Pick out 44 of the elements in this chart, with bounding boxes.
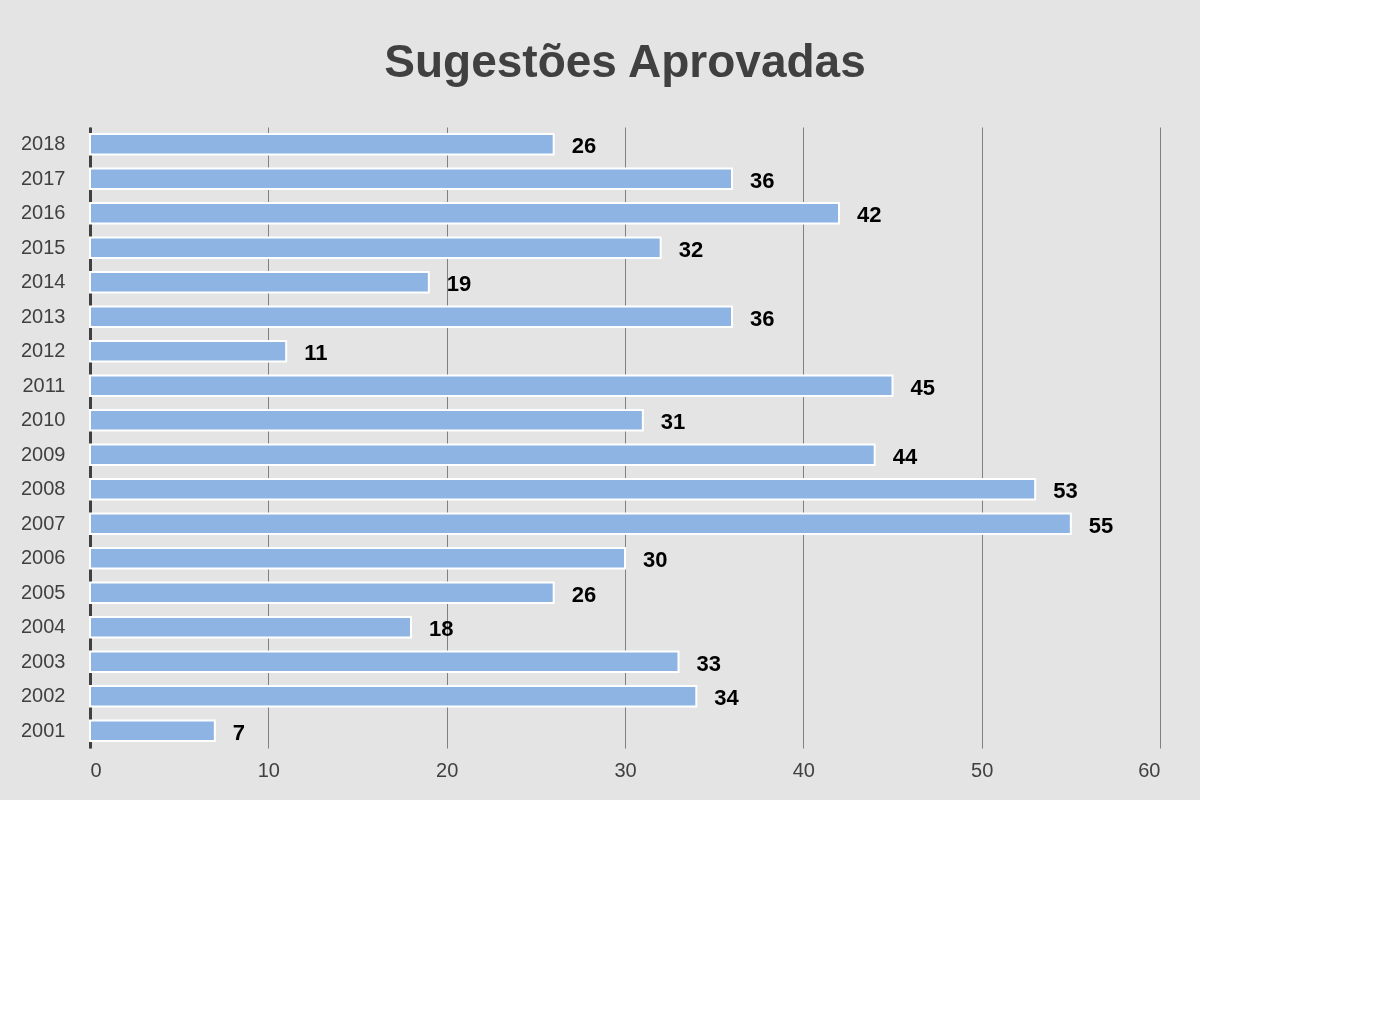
y-tick-label: 2009 — [21, 442, 66, 465]
y-tick-label: 2006 — [21, 546, 66, 569]
x-tick-label: 40 — [792, 758, 815, 781]
chart-title: Sugestões Aprovadas — [384, 35, 866, 87]
y-tick-label: 2018 — [21, 132, 66, 155]
y-tick-label: 2012 — [21, 339, 66, 362]
y-tick-label: 2014 — [21, 270, 66, 293]
data-label: 26 — [571, 133, 597, 159]
data-label: 53 — [1053, 478, 1078, 504]
y-tick-label: 2016 — [21, 201, 66, 224]
x-tick-label: 50 — [971, 758, 994, 781]
data-label: 33 — [696, 650, 721, 676]
y-tick-label: 2011 — [22, 373, 66, 396]
y-tick-label: 2005 — [21, 580, 66, 603]
y-tick-label: 2003 — [21, 649, 66, 672]
x-tick-label: 0 — [90, 758, 102, 781]
data-label: 7 — [232, 719, 246, 745]
data-label: 32 — [678, 236, 704, 262]
y-tick-label: 2007 — [21, 511, 66, 534]
data-label: 45 — [910, 374, 935, 400]
x-tick-label: 60 — [1138, 758, 1161, 781]
data-label: 30 — [643, 547, 668, 573]
data-label: 31 — [660, 409, 686, 435]
data-label: 55 — [1088, 512, 1114, 538]
y-tick-label: 2004 — [21, 615, 66, 638]
x-tick-label: 20 — [436, 758, 459, 781]
data-label: 42 — [857, 202, 882, 228]
data-label: 19 — [446, 271, 472, 297]
data-label: 26 — [571, 581, 597, 607]
data-label: 34 — [714, 685, 740, 711]
x-tick-label: 10 — [257, 758, 280, 781]
y-tick-label: 2002 — [21, 684, 66, 707]
x-tick-label: 30 — [614, 758, 637, 781]
y-tick-label: 2013 — [21, 304, 66, 327]
y-tick-label: 2010 — [21, 408, 66, 431]
data-label: 44 — [892, 443, 918, 469]
data-label: 36 — [750, 305, 775, 331]
y-tick-label: 2001 — [21, 718, 66, 741]
y-tick-label: 2017 — [21, 166, 66, 189]
y-tick-label: 2008 — [21, 477, 66, 500]
y-tick-label: 2015 — [21, 235, 66, 258]
data-label: 18 — [429, 616, 454, 642]
data-label: 36 — [750, 167, 775, 193]
data-label: 11 — [304, 340, 328, 366]
